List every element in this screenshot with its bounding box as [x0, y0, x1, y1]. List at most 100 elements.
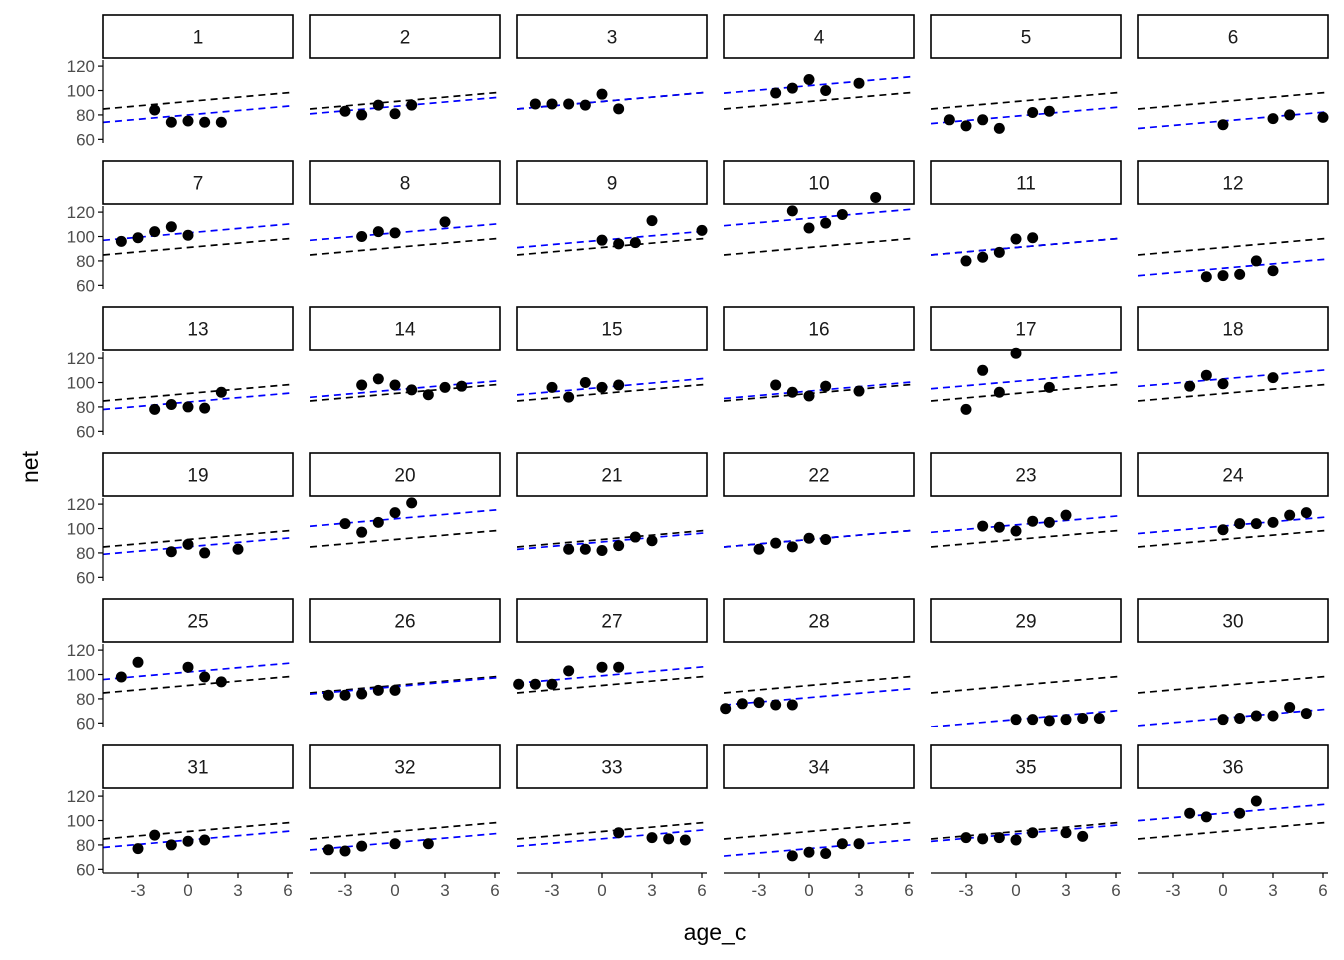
data-point	[529, 98, 541, 110]
data-point	[1300, 507, 1312, 519]
population-fit-line	[1138, 821, 1328, 840]
data-point	[182, 401, 194, 413]
data-point	[836, 838, 848, 850]
population-fit-line	[724, 821, 914, 840]
data-point	[820, 847, 832, 859]
subject-fit-line	[724, 75, 914, 94]
data-point	[1267, 372, 1279, 384]
data-point	[165, 116, 177, 128]
data-point	[1217, 714, 1229, 726]
facet-strip	[1137, 160, 1329, 205]
subject-fit-line	[103, 222, 293, 242]
data-point	[563, 665, 575, 677]
data-point	[1250, 255, 1262, 267]
subject-fit-line	[517, 665, 707, 685]
data-point	[1077, 712, 1089, 724]
subject-fit-line	[517, 828, 707, 848]
data-point	[1234, 268, 1246, 280]
facet-strip	[516, 452, 708, 497]
data-point	[546, 678, 558, 690]
x-tick-label: 0	[183, 881, 192, 900]
population-fit-line	[1138, 383, 1328, 402]
data-point	[613, 103, 625, 115]
population-fit-line	[1138, 675, 1328, 694]
y-tick-label: 60	[76, 714, 95, 733]
subject-fit-line	[517, 230, 707, 249]
y-tick-label: 80	[76, 106, 95, 125]
facet-label: 25	[187, 612, 208, 633]
facet-label: 9	[607, 174, 618, 195]
subject-fit-line	[1138, 110, 1328, 130]
data-point	[679, 834, 691, 846]
data-point	[1267, 710, 1279, 722]
data-point	[1027, 515, 1039, 527]
data-point	[182, 538, 194, 550]
facet-label: 16	[808, 320, 829, 341]
data-point	[736, 698, 748, 710]
data-point	[439, 381, 451, 393]
data-point	[596, 234, 608, 246]
data-point	[977, 520, 989, 532]
x-tick-label: 0	[1011, 881, 1020, 900]
facet-strip	[1137, 452, 1329, 497]
subject-fit-line	[103, 661, 293, 681]
facet-label: 7	[193, 174, 204, 195]
x-tick-label: 6	[904, 881, 913, 900]
x-tick-label: -3	[751, 881, 766, 900]
data-point	[977, 364, 989, 376]
facet-label: 21	[601, 466, 622, 487]
data-point	[613, 238, 625, 250]
x-tick-label: 6	[490, 881, 499, 900]
data-point	[853, 77, 865, 89]
subject-fit-line	[1138, 708, 1328, 727]
data-point	[1200, 369, 1212, 381]
facet-label: 10	[808, 174, 829, 195]
facet-label: 28	[808, 612, 829, 633]
data-point	[753, 697, 765, 709]
data-point	[339, 105, 351, 117]
facet-strip	[723, 14, 915, 59]
data-point	[1060, 714, 1072, 726]
facet-strip	[1137, 744, 1329, 789]
x-tick-label: 6	[697, 881, 706, 900]
facet-strip	[1137, 598, 1329, 643]
data-point	[1027, 232, 1039, 244]
data-point	[149, 104, 161, 116]
data-point	[356, 379, 368, 391]
y-tick-label: 120	[67, 787, 95, 806]
data-point	[786, 541, 798, 553]
facet-label: 27	[601, 612, 622, 633]
data-point	[389, 227, 401, 239]
facet-strip	[102, 306, 294, 351]
facet-strip	[930, 306, 1122, 351]
data-point	[199, 116, 211, 128]
data-point	[770, 699, 782, 711]
data-point	[1027, 106, 1039, 118]
facet-label: 2	[400, 28, 411, 49]
data-point	[960, 403, 972, 415]
data-point	[1093, 712, 1105, 724]
y-tick-label: 60	[76, 130, 95, 149]
data-point	[696, 224, 708, 236]
y-tick-label: 100	[67, 666, 95, 685]
x-tick-label: -3	[544, 881, 559, 900]
x-tick-label: 3	[647, 881, 656, 900]
data-point	[960, 255, 972, 267]
data-point	[563, 391, 575, 403]
population-fit-line	[1138, 529, 1328, 548]
subject-fit-line	[931, 371, 1121, 390]
data-point	[232, 543, 244, 555]
data-point	[513, 678, 525, 690]
facet-strip	[309, 160, 501, 205]
facet-label: 22	[808, 466, 829, 487]
data-point	[629, 531, 641, 543]
facet-label: 17	[1015, 320, 1036, 341]
subject-fit-line	[310, 96, 500, 115]
data-point	[322, 689, 334, 701]
data-point	[786, 850, 798, 862]
data-point	[1043, 381, 1055, 393]
y-tick-label: 120	[67, 641, 95, 660]
facet-strip	[1137, 306, 1329, 351]
x-tick-label: 6	[1111, 881, 1120, 900]
data-point	[339, 845, 351, 857]
